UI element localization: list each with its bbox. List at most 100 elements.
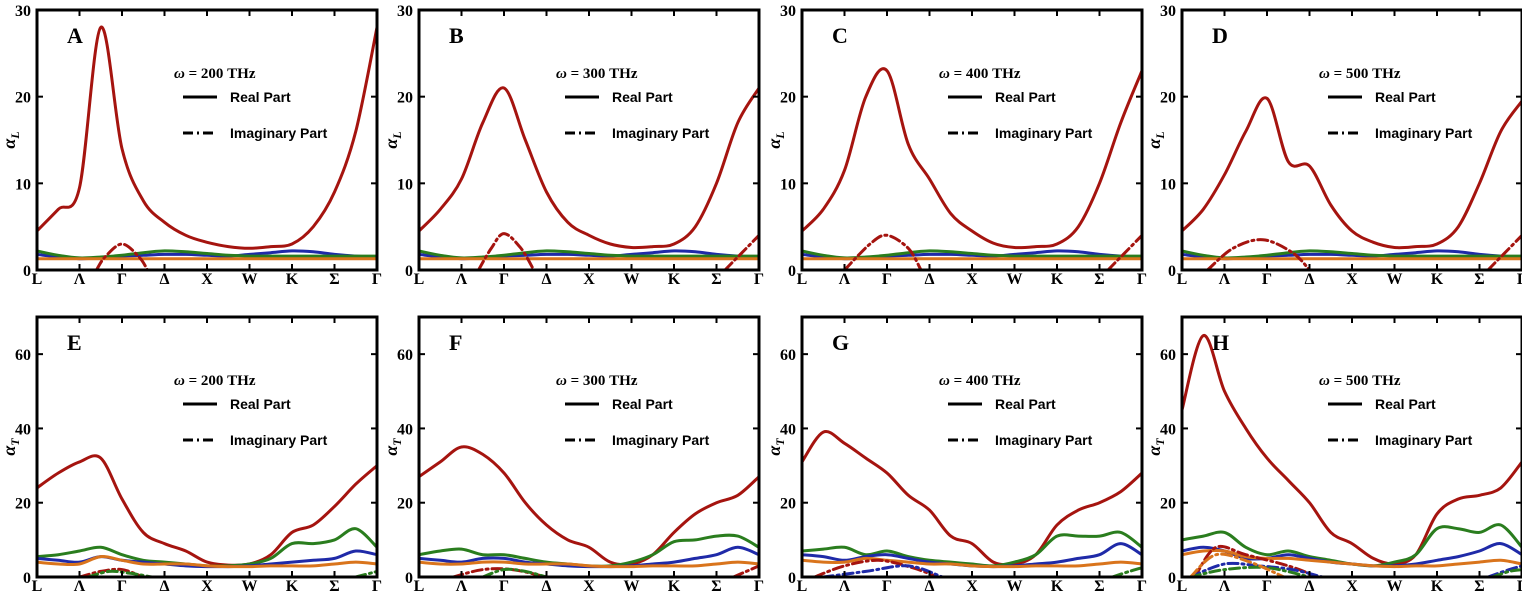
series-red-imag (1193, 544, 1320, 577)
x-tick-label: W (1387, 271, 1403, 288)
x-tick-label: K (1431, 578, 1444, 595)
omega-symbol: ω (556, 373, 567, 389)
series-red-imag-2 (732, 564, 759, 577)
y-tick-label: 10 (780, 176, 796, 193)
x-tick-label: L (414, 271, 425, 288)
series-green-imag (1189, 565, 1311, 577)
y-axis-label-symbol: α (0, 138, 19, 149)
x-tick-label: Γ (372, 578, 382, 595)
x-tick-label: Λ (74, 578, 86, 595)
legend-label-imag: Imaginary Part (612, 432, 710, 448)
series-orange-real (37, 555, 377, 569)
panel-letter: B (449, 23, 464, 48)
panel-letter: A (67, 23, 83, 48)
x-tick-label: Δ (924, 271, 934, 288)
series-group (802, 430, 1142, 577)
x-tick-label: K (286, 578, 299, 595)
series-group (37, 454, 377, 577)
y-tick-label: 30 (397, 3, 413, 20)
y-tick-label: 30 (1160, 3, 1176, 20)
y-tick-label: 10 (1160, 176, 1176, 193)
legend-label-imag: Imaginary Part (1375, 432, 1473, 448)
y-tick-label: 40 (15, 421, 31, 438)
series-red-real (37, 454, 377, 567)
y-axis-label: αL (1144, 131, 1167, 148)
series-group (37, 25, 377, 270)
y-tick-label: 0 (788, 570, 796, 587)
y-tick-label: 0 (405, 570, 413, 587)
x-tick-label: Λ (456, 578, 468, 595)
x-tick-label: W (1007, 271, 1023, 288)
x-tick-label: X (1346, 578, 1358, 595)
x-tick-label: Γ (1517, 578, 1522, 595)
x-tick-label: Γ (499, 271, 509, 288)
x-tick-label: L (1177, 271, 1188, 288)
series-red-real (802, 67, 1142, 250)
x-tick-label: L (32, 271, 43, 288)
x-tick-label: L (797, 271, 808, 288)
y-axis-label: αT (1144, 438, 1167, 456)
x-tick-label: K (668, 578, 681, 595)
legend: Real Part Imaginary Part (565, 396, 710, 448)
panel-h: 0 20 40 60 L Λ Γ Δ X W K Σ ΓαT Hω = 500 THz Real Part I… (1144, 315, 1522, 595)
series-red-imag (95, 242, 149, 270)
panel-g: 0 20 40 60 L Λ Γ Δ X W K Σ ΓαT Gω = 400 THz Real Part I… (764, 315, 1147, 595)
series-red-real (419, 445, 759, 567)
series-green-imag (86, 569, 154, 577)
series-red-real (37, 25, 377, 250)
frequency-label: ω = 500 THz (1319, 373, 1401, 389)
frequency-value: = 500 THz (1330, 373, 1401, 389)
legend-label-real: Real Part (995, 89, 1056, 105)
series-red-imag-2 (1106, 233, 1142, 270)
frequency-label: ω = 200 THz (174, 373, 256, 389)
x-tick-label: X (966, 578, 978, 595)
y-tick-label: 0 (405, 263, 413, 280)
series-red-real (1182, 334, 1522, 566)
omega-symbol: ω (1319, 373, 1330, 389)
y-axis-label-symbol: α (381, 445, 401, 456)
x-tick-label: Σ (1094, 271, 1104, 288)
x-tick-label: L (414, 578, 425, 595)
x-tick-label: K (286, 271, 299, 288)
x-tick-label: X (1346, 271, 1358, 288)
y-axis-label-symbol: α (1144, 445, 1164, 456)
series-red-imag (813, 558, 940, 577)
frequency-label: ω = 500 THz (1319, 66, 1401, 82)
series-group (1182, 96, 1522, 270)
legend: Real Part Imaginary Part (183, 396, 328, 448)
omega-symbol: ω (556, 66, 567, 82)
omega-symbol: ω (174, 373, 185, 389)
y-tick-label: 20 (780, 496, 796, 513)
y-tick-label: 0 (1168, 263, 1176, 280)
y-tick-label: 20 (397, 90, 413, 107)
series-group (419, 86, 759, 270)
x-tick-label: X (201, 578, 213, 595)
x-tick-label: L (1177, 578, 1188, 595)
y-tick-label: 20 (1160, 90, 1176, 107)
x-tick-label: Σ (1474, 271, 1484, 288)
y-tick-label: 0 (1168, 570, 1176, 587)
y-tick-label: 20 (15, 90, 31, 107)
frequency-label: ω = 400 THz (939, 66, 1021, 82)
series-red-real (802, 430, 1142, 567)
y-tick-label: 60 (780, 347, 796, 364)
y-tick-label: 40 (780, 421, 796, 438)
legend: Real Part Imaginary Part (565, 89, 710, 141)
series-red-imag-1 (843, 233, 923, 270)
x-tick-label: X (966, 271, 978, 288)
x-tick-label: Δ (159, 271, 169, 288)
x-tick-label: Δ (1304, 578, 1314, 595)
x-tick-label: Γ (1517, 271, 1522, 288)
x-tick-label: Γ (754, 271, 764, 288)
x-tick-label: Δ (1304, 271, 1314, 288)
series-group (419, 445, 759, 577)
x-tick-label: Δ (541, 578, 551, 595)
panel-letter: C (832, 23, 848, 48)
series-green-imag (481, 567, 548, 577)
legend-label-real: Real Part (1375, 89, 1436, 105)
legend-label-imag: Imaginary Part (1375, 125, 1473, 141)
y-axis-label-symbol: α (0, 445, 19, 456)
x-tick-label: K (1051, 271, 1064, 288)
